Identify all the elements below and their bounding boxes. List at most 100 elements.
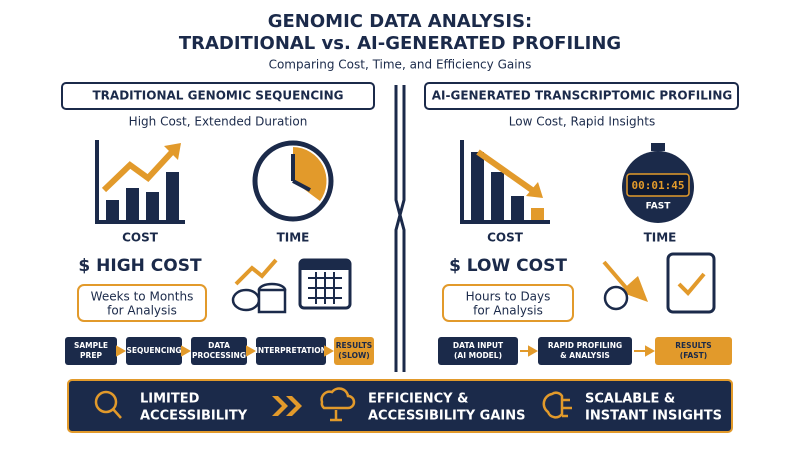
coin-down-icon bbox=[603, 285, 629, 311]
step-box bbox=[191, 337, 247, 365]
cost-rising-icon bbox=[126, 188, 139, 220]
panel-subheading: Low Cost, Rapid Insights bbox=[509, 115, 655, 129]
step-box bbox=[438, 337, 518, 365]
icon-label: COST bbox=[122, 231, 159, 245]
banner-text: LIMITED bbox=[140, 392, 200, 407]
banner-text: EFFICIENCY & bbox=[368, 392, 468, 407]
divider bbox=[394, 85, 406, 372]
icon-label: COST bbox=[487, 231, 524, 245]
chevrons bbox=[272, 396, 288, 416]
duration-line: Hours to Days bbox=[466, 290, 551, 304]
calendar-icon bbox=[300, 260, 350, 270]
chevrons bbox=[286, 396, 302, 416]
cost-falling-icon bbox=[526, 182, 543, 198]
step-label: RAPID PROFILING bbox=[548, 341, 622, 350]
cost-summary: $ LOW COST bbox=[449, 256, 567, 276]
cost-falling-icon bbox=[460, 140, 550, 224]
cost-falling-icon bbox=[476, 149, 534, 193]
step-label: SAMPLE bbox=[74, 341, 108, 350]
brain-icon bbox=[562, 398, 572, 418]
step-box bbox=[655, 337, 732, 365]
cost-falling-icon bbox=[471, 152, 484, 220]
coins-icon bbox=[257, 288, 287, 314]
duration-line: for Analysis bbox=[107, 304, 177, 318]
divider bbox=[394, 85, 406, 372]
coin-down-icon bbox=[602, 260, 630, 292]
step-label: DATA INPUT bbox=[453, 341, 504, 350]
chevrons bbox=[272, 396, 302, 416]
clock-icon bbox=[291, 154, 311, 192]
icon-label: TIME bbox=[277, 231, 310, 245]
cloud-icon bbox=[330, 410, 342, 422]
tablet-icon bbox=[666, 252, 716, 314]
search-icon bbox=[94, 390, 118, 414]
cloud-icon bbox=[320, 387, 356, 422]
panel-subheading: High Cost, Extended Duration bbox=[129, 115, 308, 129]
step-label: PROCESSING bbox=[192, 351, 246, 360]
timer: 00:01:45 bbox=[632, 179, 685, 192]
stopwatch-icon bbox=[626, 173, 690, 197]
cost-rising-icon bbox=[95, 140, 185, 224]
banner-text: INSTANT INSIGHTS bbox=[585, 409, 722, 424]
step-label: (SLOW) bbox=[338, 351, 369, 360]
stopwatch-icon bbox=[622, 143, 694, 223]
heading-box bbox=[61, 82, 375, 110]
heading-box bbox=[424, 82, 739, 110]
calendar-icon bbox=[308, 272, 342, 304]
cost-rising-icon bbox=[164, 143, 181, 160]
banner bbox=[67, 379, 733, 433]
banner-text: SCALABLE & bbox=[585, 392, 675, 407]
clock-icon bbox=[252, 140, 334, 222]
step-box bbox=[126, 337, 182, 365]
search-icon bbox=[94, 390, 122, 419]
cloud-icon bbox=[320, 387, 356, 410]
cost-falling-icon bbox=[491, 172, 504, 220]
coin-down-icon bbox=[602, 260, 648, 311]
title-line: TRADITIONAL vs. AI-GENERATED PROFILING bbox=[179, 33, 621, 54]
panel-heading: TRADITIONAL GENOMIC SEQUENCING bbox=[92, 89, 343, 103]
stopwatch-icon bbox=[651, 143, 665, 151]
step-arrow bbox=[116, 345, 127, 357]
step-box bbox=[538, 337, 632, 365]
cost-rising-icon bbox=[101, 149, 175, 193]
step-label: SEQUENCING bbox=[126, 346, 181, 355]
step-label: DATA bbox=[208, 341, 230, 350]
step-arrow bbox=[246, 345, 257, 357]
coins-icon bbox=[234, 258, 278, 286]
step-label: (FAST) bbox=[680, 351, 707, 360]
cost-summary: $ HIGH COST bbox=[78, 256, 202, 276]
step-label: (AI MODEL) bbox=[454, 351, 502, 360]
duration-line: for Analysis bbox=[473, 304, 543, 318]
step-arrow bbox=[520, 345, 539, 357]
title-line: GENOMIC DATA ANALYSIS: bbox=[268, 11, 533, 32]
step-label: & ANALYSIS bbox=[560, 351, 610, 360]
cost-falling-icon bbox=[531, 208, 544, 220]
panel-heading: AI-GENERATED TRANSCRIPTOMIC PROFILING bbox=[432, 89, 733, 103]
step-label: RESULTS bbox=[675, 341, 711, 350]
duration-box bbox=[77, 284, 207, 322]
coin-down-icon bbox=[620, 276, 648, 302]
coins-icon bbox=[231, 258, 287, 314]
coins-icon bbox=[231, 288, 261, 312]
clock-icon bbox=[293, 147, 327, 201]
step-arrow bbox=[324, 345, 335, 357]
cost-rising-icon bbox=[106, 200, 119, 220]
step-arrow bbox=[634, 345, 656, 357]
cost-rising-icon bbox=[95, 140, 185, 224]
duration-box bbox=[442, 284, 574, 322]
step-box bbox=[65, 337, 117, 365]
cost-falling-icon bbox=[460, 140, 550, 224]
cost-rising-icon bbox=[146, 192, 159, 220]
cost-falling-icon bbox=[511, 196, 524, 220]
step-box bbox=[334, 337, 374, 365]
step-arrow bbox=[181, 345, 192, 357]
calendar-icon bbox=[298, 258, 352, 310]
step-label: INTERPRETATION bbox=[255, 346, 327, 355]
banner-text: ACCESSIBILITY GAINS bbox=[368, 409, 526, 424]
step-label: PREP bbox=[80, 351, 102, 360]
icon-label: TIME bbox=[644, 231, 677, 245]
duration-line: Weeks to Months bbox=[91, 290, 194, 304]
brain-icon bbox=[542, 391, 572, 419]
